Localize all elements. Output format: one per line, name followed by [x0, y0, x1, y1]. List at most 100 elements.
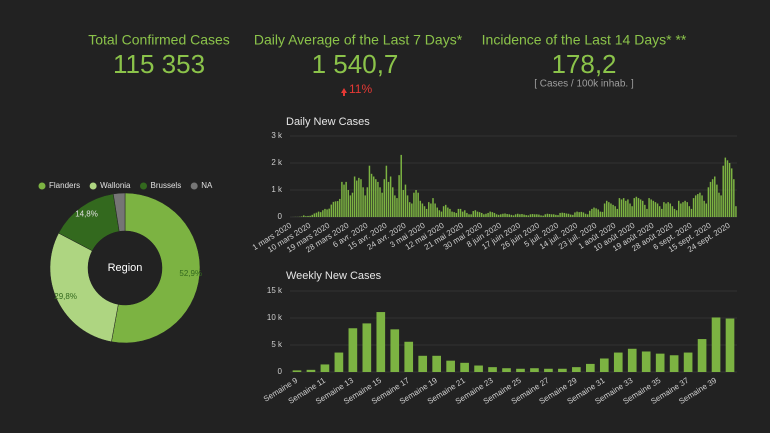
bar	[557, 215, 559, 217]
bar	[572, 367, 581, 372]
bar	[497, 214, 500, 217]
bar	[309, 215, 311, 217]
bar	[586, 214, 589, 217]
bar	[307, 215, 309, 217]
bar	[591, 208, 593, 217]
bar	[631, 206, 633, 217]
bar	[692, 198, 695, 217]
bar	[406, 195, 409, 217]
bar	[561, 212, 563, 217]
bar	[683, 352, 693, 372]
bar	[381, 192, 383, 217]
bar	[500, 214, 502, 217]
y-tick-label: 3 k	[271, 131, 283, 140]
bar	[459, 208, 462, 217]
bar	[326, 209, 328, 217]
bar	[680, 203, 682, 217]
bar	[618, 198, 621, 217]
bar	[379, 187, 381, 217]
value-label: 14,8%	[75, 209, 98, 218]
bar	[673, 208, 676, 217]
bar	[377, 181, 379, 217]
bar	[669, 203, 672, 217]
bar	[319, 212, 322, 217]
bar	[313, 213, 316, 217]
bar	[608, 202, 610, 217]
bar	[688, 206, 691, 217]
kpi-note: [ Cases / 100k inhab. ]	[534, 79, 634, 90]
bar	[292, 370, 302, 372]
bar	[324, 208, 326, 217]
bar	[595, 208, 597, 217]
y-tick-label: 0	[278, 367, 283, 376]
bar	[411, 203, 413, 217]
bar	[434, 203, 436, 217]
bar	[303, 215, 305, 217]
bar	[428, 202, 430, 217]
bar	[421, 203, 424, 217]
bar	[585, 363, 595, 372]
bar	[675, 210, 678, 217]
bar	[671, 206, 674, 217]
bar	[718, 192, 720, 217]
bar	[510, 214, 513, 217]
bar	[555, 214, 557, 217]
bar	[574, 212, 576, 217]
bar	[697, 339, 707, 372]
bar	[641, 200, 644, 217]
bar	[512, 215, 515, 217]
bar	[341, 181, 343, 217]
bar	[423, 206, 426, 217]
bar	[472, 211, 474, 217]
bar	[733, 179, 735, 217]
bar	[711, 317, 721, 372]
bar	[387, 181, 390, 217]
bar	[726, 160, 729, 217]
y-tick-label: 2 k	[271, 158, 283, 167]
bar	[334, 352, 344, 372]
bar	[627, 199, 629, 217]
bar	[336, 201, 339, 217]
bar	[438, 210, 441, 217]
center-label: Region	[108, 262, 143, 274]
bar	[582, 212, 585, 217]
bar	[461, 211, 464, 217]
bar	[722, 165, 724, 217]
bar	[464, 210, 466, 217]
bar	[398, 175, 400, 217]
bar	[390, 329, 400, 372]
bar	[348, 328, 358, 372]
kpi-change: 11%	[349, 82, 372, 96]
bar	[345, 181, 347, 217]
bar	[538, 214, 540, 217]
bar	[362, 187, 364, 217]
bar	[493, 212, 496, 217]
legend-swatch	[190, 182, 198, 190]
bar	[485, 213, 487, 217]
bar	[720, 195, 722, 217]
y-tick-label: 0	[278, 212, 283, 221]
bar	[569, 214, 572, 217]
bar	[419, 200, 422, 217]
bar	[637, 198, 640, 217]
donut-hole	[88, 231, 162, 305]
bar	[516, 368, 525, 372]
bar	[558, 368, 567, 372]
up-arrow	[341, 88, 347, 96]
bar	[599, 211, 602, 217]
bar	[682, 202, 684, 217]
bar	[610, 203, 612, 217]
bar	[305, 216, 307, 217]
bar	[655, 353, 665, 372]
bar	[667, 202, 669, 217]
bar	[339, 198, 341, 217]
bar	[616, 208, 619, 217]
bar	[404, 341, 414, 372]
bar	[546, 213, 549, 217]
kpi-value: 115 353	[113, 49, 205, 79]
bar	[625, 200, 627, 217]
bar	[565, 213, 568, 217]
bar	[417, 192, 419, 217]
y-tick-label: 5 k	[271, 340, 283, 349]
bar	[519, 214, 521, 217]
